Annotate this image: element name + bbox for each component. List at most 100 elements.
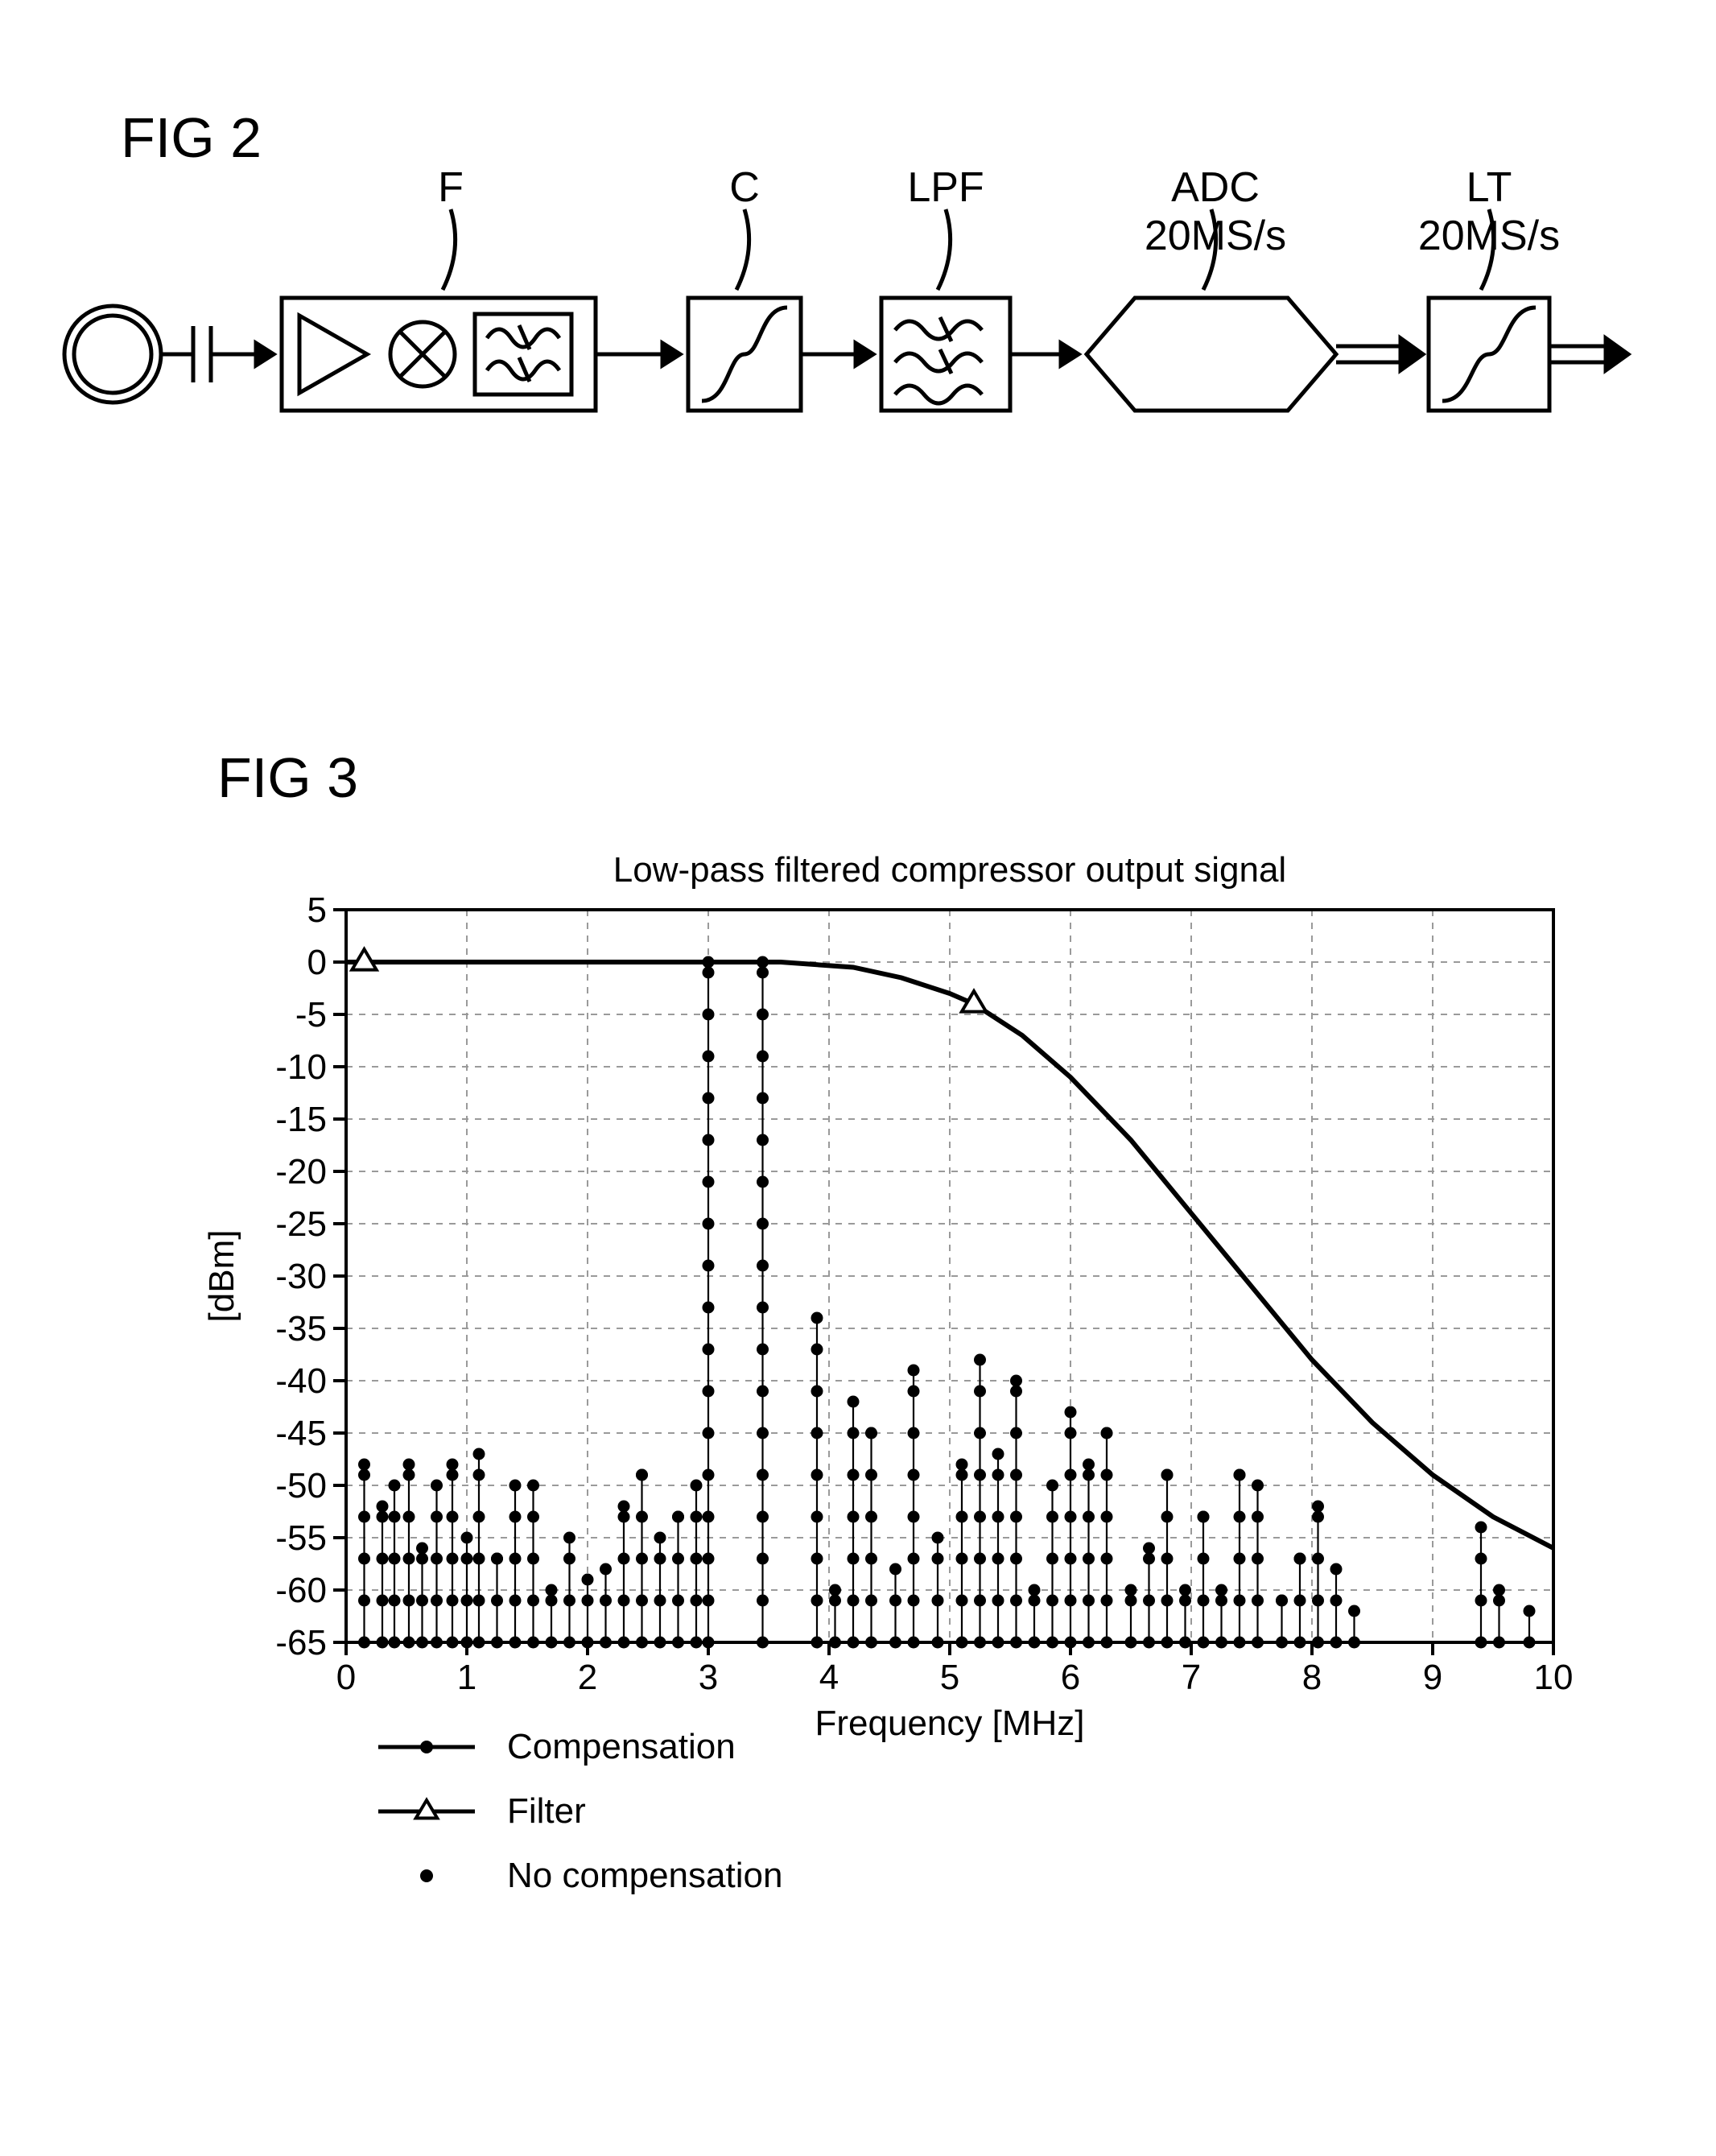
stem-dot <box>811 1637 823 1649</box>
ytick-label: -10 <box>275 1047 327 1087</box>
stem-dot <box>811 1553 823 1565</box>
legend-swatch-dot <box>420 1741 433 1753</box>
stem-dot <box>509 1553 522 1565</box>
stem-dot <box>1234 1511 1246 1523</box>
stem-dot <box>1161 1637 1174 1649</box>
stem-dot <box>703 1427 715 1439</box>
stem-dot <box>654 1553 666 1565</box>
stem-dot <box>1312 1511 1324 1523</box>
block-F-label: F <box>438 164 464 211</box>
stem-dot <box>865 1637 877 1649</box>
stem-dot <box>703 1344 715 1356</box>
stem-dot <box>889 1637 901 1649</box>
x-axis-label: Frequency [MHz] <box>815 1704 1085 1743</box>
ytick-label: -30 <box>275 1257 327 1296</box>
stem-dot <box>377 1511 389 1523</box>
stem-dot <box>672 1511 684 1523</box>
stem-dot <box>956 1511 968 1523</box>
arrow-LPF-ADC <box>1010 343 1079 366</box>
stem-dot <box>1179 1584 1191 1596</box>
ytick-label: -60 <box>275 1571 327 1610</box>
stem-dot <box>582 1595 594 1607</box>
stem-dot <box>509 1637 522 1649</box>
arrow-output <box>1549 338 1628 370</box>
xtick-label: 9 <box>1423 1658 1442 1697</box>
stem-dot <box>757 1092 769 1105</box>
stem-dot <box>811 1511 823 1523</box>
stem-dot <box>1161 1469 1174 1481</box>
legend-label: No compensation <box>507 1856 782 1895</box>
stem-dot <box>1029 1637 1041 1649</box>
stem-dot <box>908 1386 920 1398</box>
ytick-label: -40 <box>275 1361 327 1401</box>
block-LT-sub: 20MS/s <box>1418 213 1560 259</box>
stem-dot <box>1234 1637 1246 1649</box>
stem-dot <box>1046 1595 1058 1607</box>
stem-dot <box>889 1595 901 1607</box>
ytick-label: -5 <box>295 995 327 1035</box>
stem-dot <box>358 1595 370 1607</box>
stem-dot <box>563 1637 575 1649</box>
stem-dot <box>757 967 769 979</box>
stem-dot <box>636 1595 648 1607</box>
stem-dot <box>932 1637 944 1649</box>
fig3-legend: CompensationFilterNo compensation <box>378 1727 782 1895</box>
ytick-label: -65 <box>275 1623 327 1662</box>
stem-dot <box>403 1511 415 1523</box>
stem-dot <box>1252 1480 1264 1492</box>
stem-dot <box>563 1595 575 1607</box>
stem-dot <box>703 1302 715 1314</box>
stem-dot <box>974 1553 986 1565</box>
stem-dot <box>447 1469 459 1481</box>
stem-dot <box>358 1553 370 1565</box>
stem-dot <box>1010 1553 1022 1565</box>
stem-dot <box>1065 1427 1077 1439</box>
stem-dot <box>491 1637 503 1649</box>
stem-dot <box>1046 1637 1058 1649</box>
stem-dot <box>757 1386 769 1398</box>
stem-dot <box>757 1260 769 1272</box>
fig2-block-diagram: F C LPF <box>64 164 1628 411</box>
stem-dot <box>1101 1427 1113 1439</box>
stem-dot <box>703 1009 715 1021</box>
stem-dot <box>974 1511 986 1523</box>
stem-dot <box>1276 1637 1288 1649</box>
stem-dot <box>956 1469 968 1481</box>
ytick-label: 5 <box>307 890 327 930</box>
stem-dot <box>1046 1553 1058 1565</box>
stem-dot <box>1179 1595 1191 1607</box>
stem-dot <box>1143 1543 1155 1555</box>
stem-dot <box>908 1595 920 1607</box>
stem-dot <box>546 1584 558 1596</box>
stem-dot <box>1252 1637 1264 1649</box>
stem-dot <box>932 1553 944 1565</box>
stem-dot <box>389 1511 401 1523</box>
xtick-label: 7 <box>1182 1658 1201 1697</box>
stem-dot <box>865 1427 877 1439</box>
stem-dot <box>582 1574 594 1586</box>
stem-dot <box>992 1511 1004 1523</box>
filter-marker <box>352 949 376 970</box>
stem-dot <box>1065 1511 1077 1523</box>
stem-dot <box>1294 1553 1306 1565</box>
stem-dot <box>829 1637 841 1649</box>
block-LPF: LPF <box>881 164 1010 411</box>
stem-dot <box>992 1637 1004 1649</box>
stem-dot <box>600 1563 612 1576</box>
stem-dot <box>865 1595 877 1607</box>
stem-dot <box>1252 1553 1264 1565</box>
stem-dot <box>703 1092 715 1105</box>
stem-dot <box>703 1637 715 1649</box>
stem-dot <box>1312 1553 1324 1565</box>
stem-dot <box>703 1553 715 1565</box>
stem-dot <box>908 1427 920 1439</box>
stem-dot <box>865 1511 877 1523</box>
stem-dot <box>654 1595 666 1607</box>
stem-dot <box>527 1511 539 1523</box>
stem-dot <box>1294 1595 1306 1607</box>
ytick-label: -35 <box>275 1309 327 1349</box>
stem-dot <box>1029 1584 1041 1596</box>
stem-dot <box>461 1637 473 1649</box>
stem-dot <box>811 1469 823 1481</box>
stem-dot <box>1348 1637 1360 1649</box>
